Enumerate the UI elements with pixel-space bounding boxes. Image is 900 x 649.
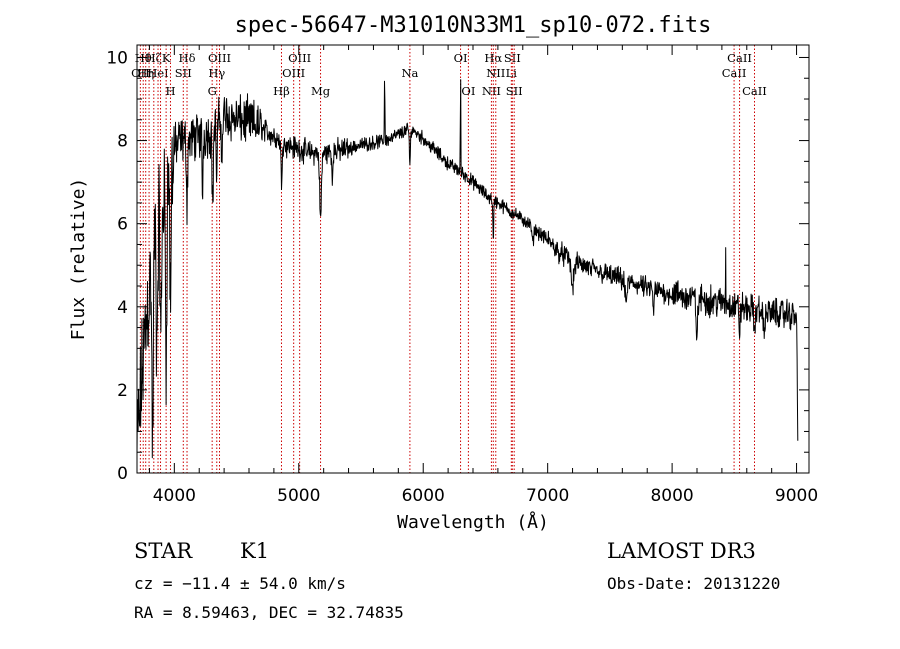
marker-label: K (162, 51, 171, 65)
marker-label: SII (175, 66, 192, 80)
x-tick-label: 7000 (526, 486, 569, 506)
y-axis-label: Flux (relative) (68, 178, 89, 341)
survey-name: LAMOST DR3 (607, 539, 756, 563)
object-class: STAR (134, 539, 193, 563)
plot-frame (136, 44, 810, 474)
y-tick-label: 6 (117, 215, 128, 235)
marker-label: Na (401, 66, 418, 80)
marker-label: H (165, 84, 175, 98)
y-tick-label: 10 (106, 48, 128, 68)
marker-label: OIII (288, 51, 311, 65)
x-tick-label: 4000 (153, 486, 196, 506)
marker-label: HeI (147, 66, 168, 80)
y-tick-label: 2 (117, 381, 128, 401)
marker-label: Li (506, 66, 518, 80)
marker-label: Hζ (146, 51, 162, 65)
marker-label: OIII (208, 51, 231, 65)
x-tick-label: 9000 (775, 486, 818, 506)
redshift-value: cz = −11.4 ± 54.0 km/s (134, 574, 346, 593)
marker-label: CaII (727, 51, 752, 65)
y-tick-label: 8 (117, 132, 128, 152)
marker-label: SII (504, 51, 521, 65)
coordinates: RA = 8.59463, DEC = 32.74835 (134, 603, 404, 622)
marker-label: Hα (484, 51, 502, 65)
marker-label: Hθ (135, 51, 152, 65)
marker-label: OI (454, 51, 468, 65)
y-tick-label: 0 (117, 464, 128, 484)
marker-label: Hβ (273, 84, 290, 98)
marker-label: CaII (722, 66, 747, 80)
marker-label: CaII (742, 84, 767, 98)
marker-label: Mg (311, 84, 331, 98)
object-subclass: K1 (240, 539, 270, 563)
marker-label: OII (131, 66, 150, 80)
marker-label: OI (461, 84, 475, 98)
marker-label: NII (482, 84, 501, 98)
chart-title: spec-56647-M31010N33M1_sp10-072.fits (235, 13, 712, 38)
marker-label: NII (486, 66, 505, 80)
y-tick-label: 4 (117, 298, 128, 318)
x-tick-label: 6000 (402, 486, 445, 506)
marker-label: SII (506, 84, 523, 98)
spectrum-line (136, 79, 799, 459)
marker-label: Hη (137, 66, 154, 80)
marker-label: Hδ (179, 51, 196, 65)
x-tick-label: 5000 (277, 486, 320, 506)
axis-ticks: 4000 5000 6000 7000 8000 9000 0 2 4 6 8 10 (106, 45, 818, 506)
x-tick-label: 8000 (650, 486, 693, 506)
observation-date: Obs-Date: 20131220 (607, 574, 781, 593)
x-axis-label: Wavelength (Å) (397, 511, 549, 533)
marker-label: G (208, 84, 217, 98)
marker-label: OIII (282, 66, 305, 80)
marker-label: Hγ (208, 66, 225, 80)
